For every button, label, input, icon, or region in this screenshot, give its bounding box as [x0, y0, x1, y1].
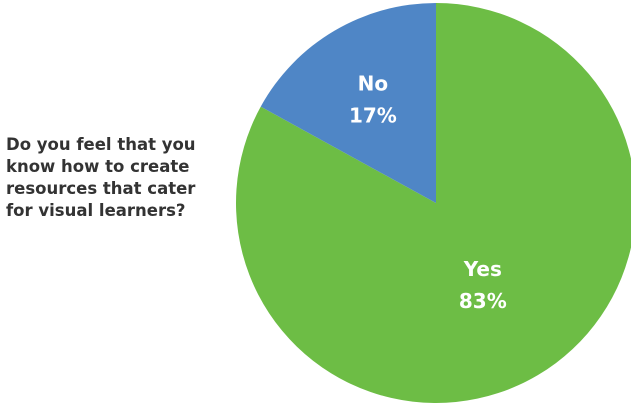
pie-slice-no [260, 3, 436, 203]
question-line: Do you feel that you [6, 135, 196, 154]
pie-slice-yes [236, 3, 631, 403]
question-line: resources that cater [6, 179, 196, 198]
slice-category-label: No [358, 71, 388, 95]
question-text: Do you feel that you know how to create … [6, 134, 216, 222]
slice-category-label: Yes [463, 257, 502, 281]
question-line: for visual learners? [6, 201, 186, 220]
slice-value-label: 83% [459, 289, 507, 313]
question-line: know how to create [6, 157, 190, 176]
slice-value-label: 17% [349, 103, 397, 127]
